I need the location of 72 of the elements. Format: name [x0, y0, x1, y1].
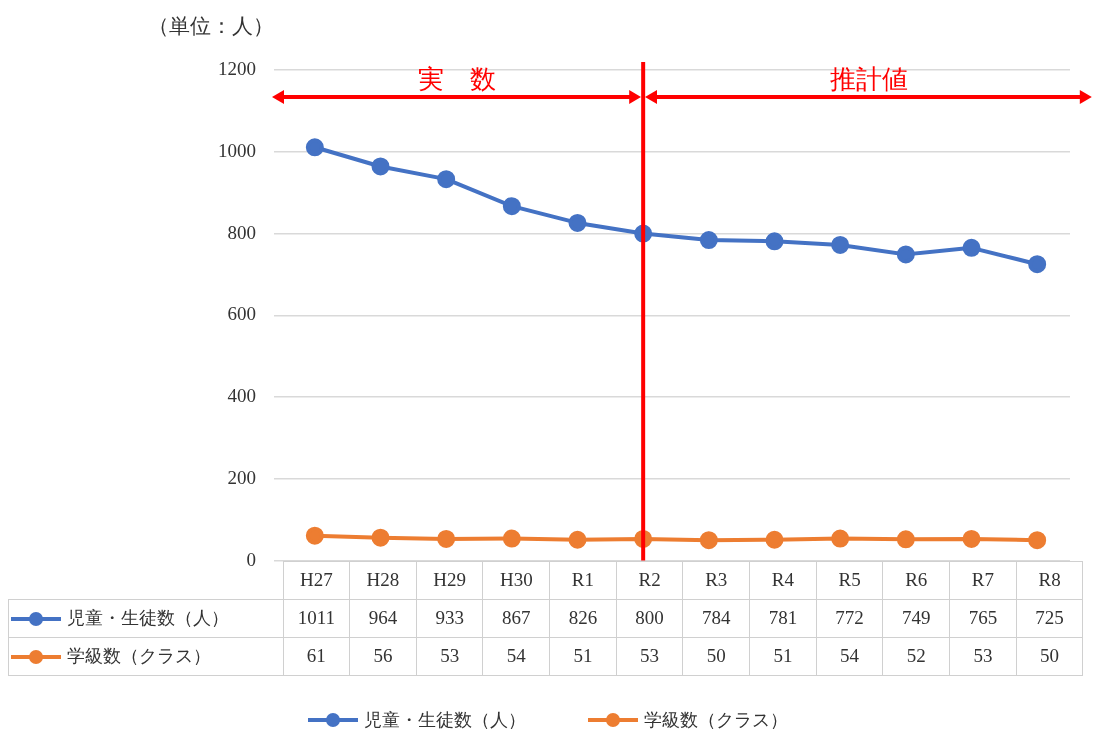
data-label: 867	[482, 599, 550, 638]
data-label: 781	[749, 599, 817, 638]
x-tick-label: R1	[549, 561, 617, 600]
data-label: 933	[416, 599, 483, 638]
x-tick-label: R2	[616, 561, 683, 600]
point	[896, 245, 915, 264]
point	[371, 528, 390, 547]
x-tick-label: H29	[416, 561, 483, 600]
point	[765, 232, 784, 251]
point	[502, 197, 521, 216]
data-label: 1011	[283, 599, 350, 638]
point	[305, 138, 324, 157]
data-label: 53	[949, 637, 1017, 676]
y-tick-label: 1200	[218, 57, 256, 79]
data-label: 54	[816, 637, 883, 676]
point	[831, 529, 850, 548]
legend-label: 学級数（クラス）	[8, 637, 283, 676]
y-tick-label: 800	[227, 221, 256, 243]
y-tick-label: 1000	[218, 139, 256, 161]
data-label: 50	[1016, 637, 1083, 676]
point	[765, 530, 784, 549]
y-tick-label: 200	[227, 466, 256, 488]
x-tick-label: R5	[816, 561, 883, 600]
y-axis-title: （単位：人）	[148, 13, 274, 40]
point	[568, 530, 587, 549]
data-label: 765	[949, 599, 1017, 638]
point	[502, 529, 521, 548]
data-label: 61	[283, 637, 350, 676]
x-tick-label: R8	[1016, 561, 1083, 600]
y-tick-label: 600	[227, 303, 256, 325]
data-label: 826	[549, 599, 617, 638]
text: 児童・生徒数（人）	[364, 709, 526, 730]
point	[371, 157, 390, 176]
point	[568, 213, 587, 232]
data-label: 50	[682, 637, 750, 676]
point	[896, 530, 915, 549]
annotation: 推計値	[829, 63, 908, 96]
data-label: 800	[616, 599, 683, 638]
point	[437, 170, 456, 189]
x-tick-label: H28	[349, 561, 417, 600]
point	[831, 235, 850, 254]
data-label: 964	[349, 599, 417, 638]
point	[437, 529, 456, 548]
point	[305, 526, 324, 545]
data-label: 749	[882, 599, 950, 638]
data-label: 784	[682, 599, 750, 638]
point	[962, 238, 981, 257]
data-label: 51	[549, 637, 617, 676]
text: 学級数（クラス）	[644, 709, 788, 730]
legend-label: 児童・生徒数（人）	[8, 599, 283, 638]
point	[699, 531, 718, 550]
data-label: 53	[416, 637, 483, 676]
x-tick-label: R6	[882, 561, 950, 600]
x-tick-label: R7	[949, 561, 1017, 600]
data-label: 51	[749, 637, 817, 676]
point	[962, 529, 981, 548]
data-label: 772	[816, 599, 883, 638]
x-tick-label: H30	[482, 561, 550, 600]
x-tick-label: R3	[682, 561, 750, 600]
y-tick-label: 0	[246, 548, 256, 570]
point	[1028, 255, 1047, 274]
data-label: 53	[616, 637, 683, 676]
data-label: 56	[349, 637, 417, 676]
data-label: 725	[1016, 599, 1083, 638]
y-tick-label: 400	[227, 385, 256, 407]
x-tick-label: R4	[749, 561, 817, 600]
data-label: 52	[882, 637, 950, 676]
data-label: 54	[482, 637, 550, 676]
x-tick-label: H27	[283, 561, 350, 600]
annotation: 実 数	[417, 63, 496, 96]
point	[699, 231, 718, 250]
point	[1028, 531, 1047, 550]
